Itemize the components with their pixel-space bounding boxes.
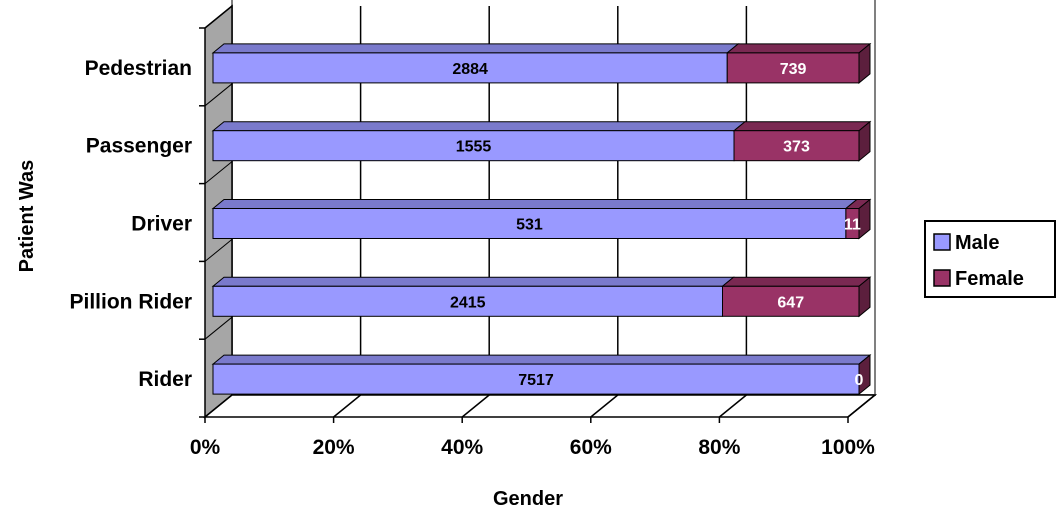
- category-label: Pedestrian: [85, 57, 192, 80]
- category-label: Passenger: [86, 135, 192, 158]
- bar-female-pedestrian: [726, 52, 860, 84]
- floor-grid-line: [333, 394, 362, 418]
- bar-male-pillion-rider: [212, 285, 724, 317]
- value-label: 0: [855, 372, 864, 389]
- bar-top-male: [211, 43, 740, 54]
- value-label: 2415: [450, 294, 486, 311]
- value-label: 2884: [452, 61, 488, 78]
- bar-top-male: [211, 121, 747, 132]
- side-grid-line: [204, 161, 233, 184]
- x-axis-title: Gender: [493, 488, 563, 510]
- value-label: 1555: [456, 139, 492, 156]
- floor-grid-line: [590, 394, 619, 418]
- side-grid-line: [204, 316, 233, 340]
- bar-male-passenger: [212, 130, 735, 162]
- bar-end: [858, 354, 871, 396]
- bar-top-female: [725, 43, 872, 54]
- bar-male-driver: [212, 208, 847, 239]
- category-label: Pillion Rider: [69, 290, 192, 313]
- bar-top-male: [211, 199, 859, 209]
- x-tick-labels: 0% 20% 40% 60% 80% 100%: [190, 436, 875, 459]
- legend-swatch-female: [933, 269, 951, 287]
- bar-female-pillion-rider: [722, 285, 860, 317]
- x-tick-label: 0%: [190, 436, 221, 459]
- category-label: Driver: [131, 213, 192, 236]
- bar-male-rider: [212, 363, 860, 395]
- category-labels: Rider Pillion Rider Driver Passenger Pedestr…: [69, 57, 192, 391]
- x-tick-label: 20%: [313, 436, 355, 459]
- side-grid-line: [204, 394, 233, 418]
- value-label: 7517: [518, 372, 554, 389]
- legend-swatch-male: [933, 233, 951, 251]
- value-label: 647: [777, 294, 804, 311]
- bar-female-passenger: [733, 130, 860, 162]
- category-label: Rider: [138, 368, 192, 391]
- bar-end: [858, 42, 871, 84]
- bar-end: [858, 198, 871, 240]
- bar-top-male: [211, 354, 872, 365]
- x-tick-label: 40%: [441, 436, 483, 459]
- legend-label-male: Male: [955, 232, 999, 254]
- floor-grid-line: [847, 394, 876, 418]
- legend: Male Female: [924, 220, 1056, 298]
- y-axis-title: Patient Was: [16, 160, 38, 273]
- value-label: 373: [783, 139, 810, 156]
- value-label: 11: [844, 217, 861, 234]
- side-grid-line: [204, 5, 233, 29]
- value-label: 531: [516, 217, 543, 234]
- floor-grid-line: [718, 394, 747, 418]
- x-tick-label: 80%: [698, 436, 740, 459]
- bar-end: [858, 120, 871, 162]
- bar-male-pedestrian: [212, 52, 728, 84]
- legend-label-female: Female: [955, 268, 1024, 290]
- floor: [202, 394, 878, 418]
- x-tick-label: 100%: [821, 436, 875, 459]
- value-label: 739: [780, 61, 807, 78]
- side-grid-line: [204, 239, 233, 262]
- x-tick-label: 60%: [570, 436, 612, 459]
- side-grid-line: [204, 83, 233, 107]
- bar-top-female: [732, 121, 872, 132]
- bar-top-male: [211, 276, 735, 287]
- floor-grid-line: [461, 394, 490, 418]
- bar-end: [858, 276, 871, 318]
- bar-top-female: [721, 276, 872, 287]
- bars: 7517 0 2415 647 531 11 1555 373 2884 739: [211, 42, 872, 396]
